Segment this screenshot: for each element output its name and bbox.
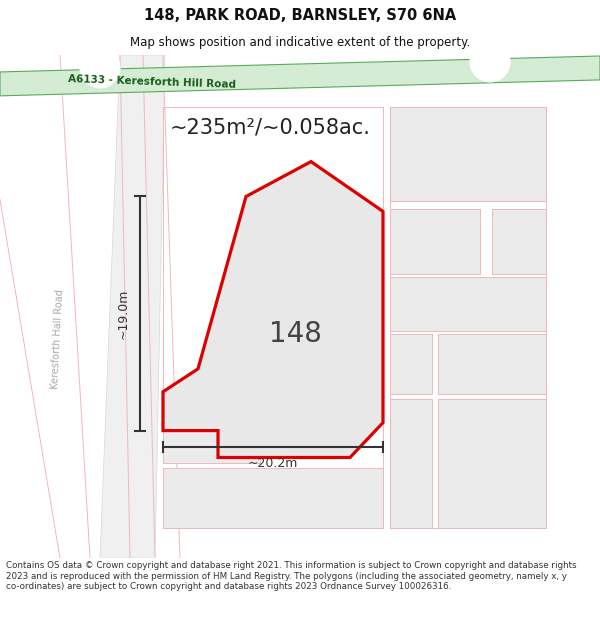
Polygon shape — [100, 55, 165, 558]
Polygon shape — [0, 56, 600, 96]
Text: ~20.2m: ~20.2m — [248, 457, 298, 470]
Polygon shape — [390, 399, 432, 528]
Polygon shape — [163, 399, 260, 464]
Text: A6133 - Keresforth Hill Road: A6133 - Keresforth Hill Road — [68, 74, 236, 90]
Text: Contains OS data © Crown copyright and database right 2021. This information is : Contains OS data © Crown copyright and d… — [6, 561, 577, 591]
Text: Keresforth Hall Road: Keresforth Hall Road — [50, 289, 65, 389]
Polygon shape — [163, 162, 383, 458]
Text: 148: 148 — [269, 320, 322, 348]
Polygon shape — [492, 209, 546, 274]
Text: Map shows position and indicative extent of the property.: Map shows position and indicative extent… — [130, 36, 470, 49]
Polygon shape — [390, 334, 432, 394]
Text: 148, PARK ROAD, BARNSLEY, S70 6NA: 148, PARK ROAD, BARNSLEY, S70 6NA — [144, 8, 456, 23]
Text: ~19.0m: ~19.0m — [116, 288, 130, 339]
Polygon shape — [438, 334, 546, 394]
Polygon shape — [163, 469, 383, 528]
Polygon shape — [390, 107, 546, 201]
Circle shape — [80, 48, 120, 88]
Polygon shape — [390, 209, 480, 274]
Polygon shape — [390, 277, 546, 331]
Polygon shape — [438, 399, 546, 528]
Circle shape — [470, 42, 510, 82]
Text: ~235m²/~0.058ac.: ~235m²/~0.058ac. — [170, 118, 370, 138]
